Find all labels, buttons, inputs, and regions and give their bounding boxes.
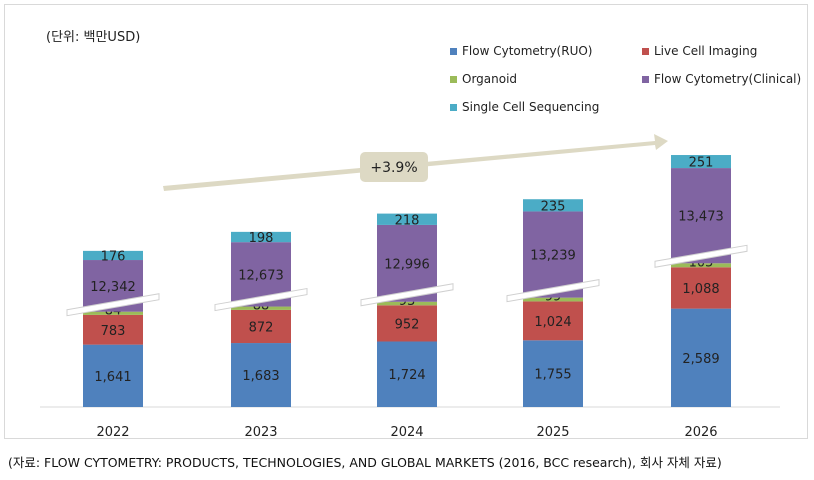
bar-segment [231, 231, 291, 243]
bar-segment [83, 344, 143, 407]
data-label: 251 [689, 156, 714, 171]
bar-segment [231, 343, 291, 407]
legend-item: Organoid [450, 72, 517, 86]
data-label: 2,589 [682, 352, 719, 367]
data-label: 1,755 [534, 368, 571, 383]
data-label: 176 [101, 249, 126, 264]
axis-break-marker [360, 283, 454, 307]
legend-label: Organoid [462, 72, 518, 86]
growth-arrow [163, 134, 668, 191]
legend-label: Flow Cytometry(Clinical) [654, 72, 802, 86]
data-label: 12,673 [238, 268, 284, 283]
data-label: 198 [249, 231, 274, 246]
data-label: 235 [541, 199, 566, 214]
bar-segment [377, 301, 437, 306]
bar-segment [231, 309, 291, 344]
data-label: 1,683 [242, 369, 279, 384]
legend-swatch [642, 47, 649, 55]
x-tick-label: 2022 [96, 425, 129, 440]
stacked-bar-chart: 1,6417838412,34217620221,6838728812,6731… [40, 134, 780, 440]
bar-segment [671, 263, 731, 268]
data-label: 952 [395, 317, 420, 332]
data-label: 13,473 [678, 210, 724, 225]
data-label: 12,996 [384, 257, 430, 272]
bar-segment [523, 297, 583, 302]
bar-segment [231, 306, 291, 310]
bar-segment [377, 305, 437, 342]
bar-segment [523, 199, 583, 212]
axis-break-marker [506, 279, 600, 303]
x-tick-label: 2025 [536, 425, 569, 440]
source-note: (자료: FLOW CYTOMETRY: PRODUCTS, TECHNOLOG… [8, 455, 722, 470]
legend-label: Live Cell Imaging [654, 44, 758, 58]
x-tick-label: 2024 [390, 425, 423, 440]
bar-segment [83, 250, 143, 261]
data-label: 1,088 [682, 282, 719, 297]
bar-segment [523, 211, 583, 298]
data-label: 13,239 [530, 249, 576, 264]
legend-swatch [450, 47, 457, 55]
unit-label: (단위: 백만USD) [46, 30, 141, 45]
axis-break-marker [214, 287, 308, 312]
bar-segment [83, 311, 143, 315]
legend-label: Single Cell Sequencing [462, 100, 600, 114]
legend-swatch [450, 75, 457, 83]
bar-segment [83, 314, 143, 345]
bar-segment [671, 155, 731, 169]
x-tick-label: 2026 [684, 425, 717, 440]
legend-label: Flow Cytometry(RUO) [462, 44, 593, 58]
growth-rate-label: +3.9% [370, 160, 417, 176]
legend-item: Flow Cytometry(Clinical) [642, 72, 801, 86]
axis-break-marker [654, 244, 748, 268]
bar-segment [523, 301, 583, 341]
bar-segment [671, 267, 731, 309]
data-label: 872 [249, 320, 274, 335]
legend-item: Live Cell Imaging [642, 44, 757, 58]
chart-frame [4, 4, 808, 439]
bar-segment [671, 168, 731, 264]
data-label: 1,024 [534, 315, 571, 330]
legend-item: Flow Cytometry(RUO) [450, 44, 592, 58]
x-tick-label: 2023 [244, 425, 277, 440]
axis-break-marker [66, 293, 160, 317]
data-label: 1,641 [94, 370, 131, 385]
bar-segment [523, 340, 583, 407]
data-label: 218 [395, 213, 420, 228]
growth-rate-box [360, 152, 428, 182]
data-label: 1,724 [388, 368, 425, 383]
legend-swatch [450, 103, 457, 111]
legend-item: Single Cell Sequencing [450, 100, 599, 114]
bar-segment [671, 308, 731, 407]
bar-segment [377, 213, 437, 225]
legend-swatch [642, 75, 649, 83]
data-label: 783 [101, 324, 126, 339]
bar-segment [377, 341, 437, 407]
data-label: 12,342 [90, 280, 136, 295]
